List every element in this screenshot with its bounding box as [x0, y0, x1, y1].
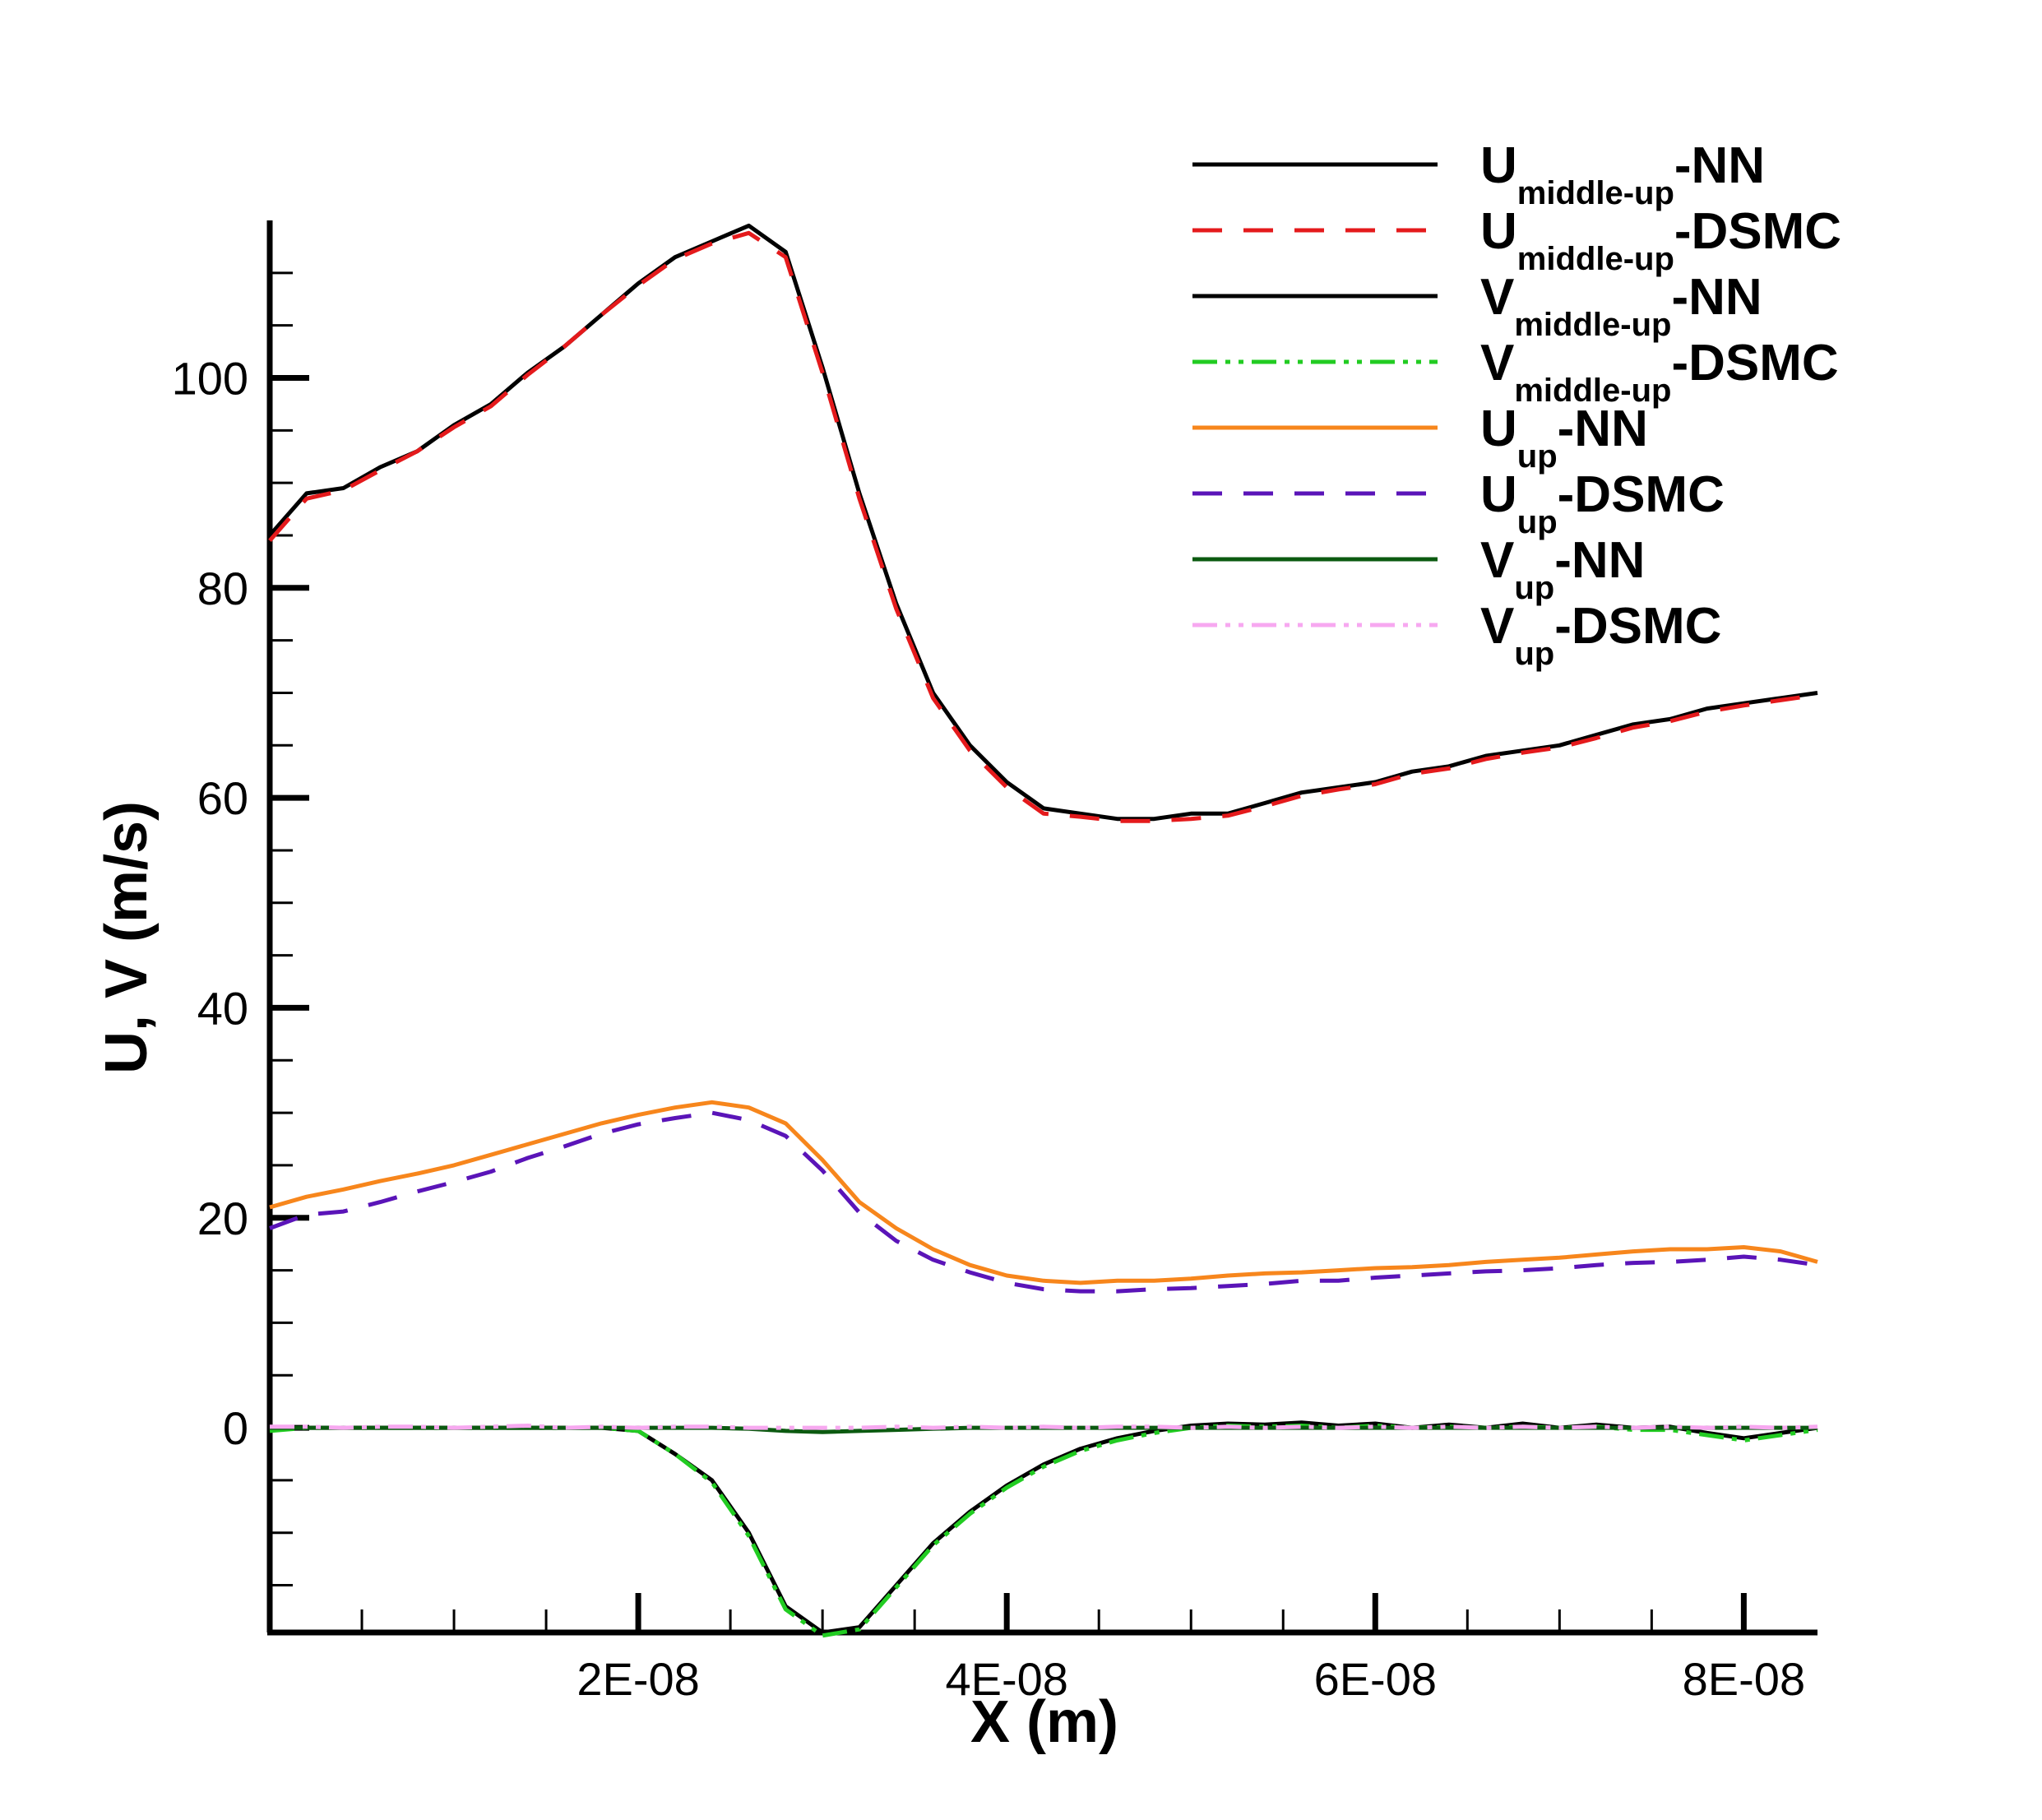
y-tick-label: 40	[197, 982, 248, 1034]
y-axis-ticks: 0 20 40 60 80 100	[172, 271, 309, 1587]
legend: Umiddle-up-NNUmiddle-up-DSMCVmiddle-up-N…	[1192, 137, 1841, 672]
legend-label: Vup-NN	[1480, 532, 1645, 606]
series-lines	[268, 223, 1818, 1638]
legend-label: Uup-DSMC	[1480, 466, 1725, 540]
x-axis-title: X (m)	[970, 1689, 1118, 1755]
legend-label: Vup-DSMC	[1480, 598, 1721, 672]
x-tick-label: 2E-08	[576, 1653, 699, 1705]
x-tick-label: 6E-08	[1314, 1653, 1437, 1705]
y-tick-label: 100	[172, 352, 248, 404]
x-tick-label: 4E-08	[945, 1653, 1067, 1705]
series-line-v-up-dsmc	[270, 1424, 1818, 1430]
legend-label: Umiddle-up-DSMC	[1480, 203, 1841, 277]
y-tick-label: 0	[223, 1402, 248, 1454]
series-line-u-up-nn	[269, 1100, 1818, 1285]
legend-label: Umiddle-up-NN	[1480, 137, 1765, 211]
y-tick-label: 60	[197, 772, 248, 824]
x-axis-ticks: 2E-08 4E-08 6E-08 8E-08	[360, 1593, 1805, 1705]
series-line-v-middle-up-nn	[270, 1420, 1818, 1635]
series-line-u-middle-up-dsmc	[268, 230, 1818, 823]
y-tick-label: 20	[197, 1192, 248, 1244]
legend-label: Uup-NN	[1480, 401, 1648, 475]
x-tick-label: 8E-08	[1683, 1653, 1805, 1705]
series-line-u-up-dsmc	[269, 1110, 1818, 1294]
legend-label: Vmiddle-up-DSMC	[1480, 335, 1839, 409]
series-line-v-middle-up-dsmc	[269, 1424, 1818, 1638]
legend-label: Vmiddle-up-NN	[1480, 269, 1762, 343]
y-axis-title: U, V (m/s)	[94, 801, 160, 1074]
y-tick-label: 80	[197, 563, 248, 614]
